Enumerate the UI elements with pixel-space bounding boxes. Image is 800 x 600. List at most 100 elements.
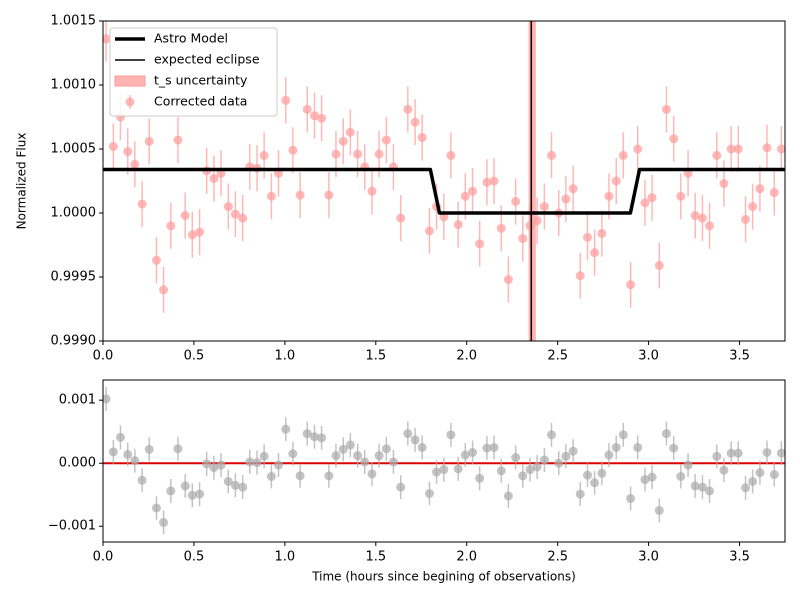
data-point [324,190,334,200]
data-point [424,488,434,498]
data-point [489,176,499,186]
y-tick-label: 1.0015 [51,14,97,29]
x-tick-label: 2.0 [456,349,477,364]
data-point [223,476,233,486]
data-point [137,199,147,209]
data-point [590,248,600,258]
data-point [453,220,463,230]
y-tick-label: 1.0000 [51,206,97,221]
data-point [525,465,535,475]
data-point [367,186,377,196]
data-point [331,149,341,159]
data-point [546,430,556,440]
data-point [690,211,700,221]
uncertainty-band [528,21,536,341]
legend-box [109,27,278,117]
data-point [496,223,506,233]
data-point [417,132,427,142]
data-point [503,275,513,285]
model-line [103,167,785,215]
data-point [640,198,650,208]
data-point [388,457,398,467]
data-point [108,447,118,457]
data-point [532,216,542,226]
data-point [496,466,506,476]
data-point [539,202,549,212]
data-point [626,494,636,504]
data-point [626,280,636,290]
data-point [353,149,363,159]
data-point [209,173,219,183]
data-point [676,191,686,201]
data-point [130,456,140,466]
data-point [633,144,643,154]
plot-area [103,386,785,535]
data-point [345,440,355,450]
data-point [144,444,154,454]
data-point [195,227,205,237]
data-point [266,471,276,481]
y-tick-label: −0.001 [48,519,96,534]
legend-label: Astro Model [154,31,228,46]
data-point [317,113,327,123]
data-point [166,486,176,496]
data-point [776,448,785,458]
data-point [546,150,556,160]
data-point [302,104,312,114]
x-tick-label: 0.0 [93,550,114,565]
data-point [611,442,621,452]
data-point [661,429,671,439]
y-tick-label: 0.9995 [51,270,97,285]
data-point [295,190,305,200]
data-point [604,191,614,201]
data-point [115,432,125,442]
data-point [374,451,384,461]
data-point [697,482,707,492]
data-point [259,150,269,160]
data-point [173,444,183,454]
data-point [353,451,363,461]
data-point [460,450,470,460]
x-tick-label: 0.5 [184,349,205,364]
x-tick-label: 3.0 [638,349,659,364]
data-point [705,486,715,496]
data-point [647,472,657,482]
x-tick-label: 1.5 [365,550,386,565]
data-point [360,457,370,467]
data-point [410,435,420,445]
data-point [159,285,169,295]
data-point [288,145,298,155]
data-point [726,448,736,458]
data-point [475,473,485,483]
data-point [597,228,607,238]
data-point [410,117,420,127]
data-point [618,430,628,440]
data-point [432,467,442,477]
data-point [539,455,549,465]
data-point [748,476,758,486]
data-point [475,239,485,249]
data-point [374,149,384,159]
data-point [640,475,650,485]
data-point [712,451,722,461]
data-point [676,471,686,481]
data-point [230,209,240,219]
y-tick-label: 1.0005 [51,142,97,157]
x-tick-label: 1.0 [275,349,296,364]
data-point [776,144,785,154]
data-point [568,446,578,456]
data-point [381,444,391,454]
data-point [202,459,212,469]
data-point [123,147,133,157]
data-point [187,490,197,500]
data-point [468,186,478,196]
data-point [381,135,391,145]
data-point [396,482,406,492]
data-point [647,193,657,203]
data-point [209,463,219,473]
y-tick-label: 1.0010 [51,78,97,93]
x-tick-label: 0.5 [184,550,205,565]
data-point [554,458,564,468]
data-point [338,444,348,454]
